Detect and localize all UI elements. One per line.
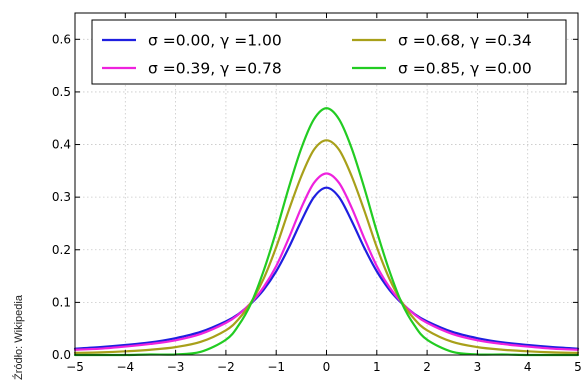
y-tick-label: 0.6 [52,32,71,46]
series-line-3 [73,107,580,357]
x-tick-label: 3 [474,360,482,374]
source-credit: Źródło: Wikipedia [12,294,25,380]
x-tick-label: 4 [524,360,532,374]
legend-label-3: σ =0.85, γ =0.00 [398,60,532,78]
y-tick-label: 0.1 [52,295,71,309]
x-tick-label: −2 [217,360,235,374]
x-tick-label: 0 [323,360,331,374]
legend-label-0: σ =0.00, γ =1.00 [148,32,282,50]
x-tick-label: −3 [167,360,185,374]
y-tick-label: 0.4 [52,138,71,152]
chart-legend: σ =0.00, γ =1.00 σ =0.39, γ =0.78 σ =0.68,… [91,19,567,85]
y-tick-label: 0.5 [52,85,71,99]
legend-box [91,19,567,85]
x-tick-label: −1 [267,360,285,374]
x-tick-label: 1 [373,360,381,374]
y-tick-label: 0.3 [52,190,71,204]
series-line-2 [73,139,580,354]
legend-label-1: σ =0.39, γ =0.78 [148,60,282,78]
series-line-1 [73,172,580,351]
series-line-0 [73,186,580,350]
x-tick-label: −4 [116,360,134,374]
series-layer [73,107,580,357]
y-tick-label: 0.2 [52,243,71,257]
x-tick-label: 5 [574,360,582,374]
x-tick-label: −5 [66,360,84,374]
axes-layer: −5 −4 −3 −2 −1 0 1 2 3 4 5 0.0 0.1 0.2 0.3 0.4 0.5 0.6 [52,12,582,374]
legend-label-2: σ =0.68, γ =0.34 [398,32,532,50]
y-tick-label: 0.0 [52,348,71,362]
x-tick-label: 2 [423,360,431,374]
